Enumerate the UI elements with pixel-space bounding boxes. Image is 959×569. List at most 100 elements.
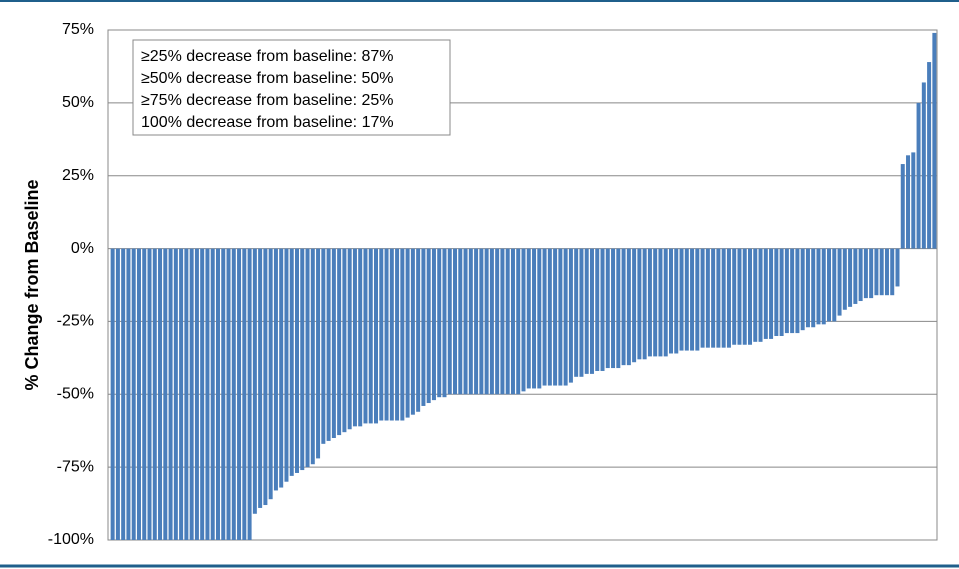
bar xyxy=(189,248,194,541)
bar xyxy=(163,248,168,541)
bar xyxy=(853,248,858,304)
bar xyxy=(431,248,436,401)
bar xyxy=(437,248,442,398)
bar xyxy=(784,248,789,334)
bar xyxy=(168,248,173,541)
bar xyxy=(495,248,500,395)
bar xyxy=(294,248,299,473)
bar xyxy=(848,248,853,307)
bar xyxy=(421,248,426,406)
bar xyxy=(142,248,147,541)
bar xyxy=(300,248,305,471)
bar xyxy=(200,248,205,541)
bar xyxy=(463,248,468,395)
bar xyxy=(927,62,932,249)
bar xyxy=(121,248,126,541)
bar xyxy=(247,248,252,541)
bar xyxy=(221,248,226,541)
bar xyxy=(242,248,247,541)
bar xyxy=(237,248,242,541)
bar xyxy=(900,164,905,249)
bar xyxy=(263,248,268,506)
bar xyxy=(574,248,579,377)
bar xyxy=(589,248,594,374)
bar xyxy=(874,248,879,296)
bar xyxy=(558,248,563,386)
bar xyxy=(805,248,810,328)
bar xyxy=(426,248,431,404)
bar xyxy=(616,248,621,369)
bar xyxy=(526,248,531,389)
bar xyxy=(753,248,758,342)
legend-box xyxy=(132,39,451,136)
bar xyxy=(158,248,163,541)
y-axis-label: % Change from Baseline xyxy=(22,179,42,390)
bar xyxy=(500,248,505,395)
bar xyxy=(310,248,315,465)
bar xyxy=(779,248,784,336)
bar xyxy=(742,248,747,345)
bar xyxy=(479,248,484,395)
bar xyxy=(416,248,421,412)
bar xyxy=(205,248,210,541)
bar xyxy=(547,248,552,386)
y-tick-label: -25% xyxy=(57,313,94,330)
bar xyxy=(748,248,753,345)
bar xyxy=(906,155,911,249)
bar xyxy=(453,248,458,395)
bar xyxy=(626,248,631,366)
bar xyxy=(842,248,847,310)
bar xyxy=(916,102,921,249)
bar xyxy=(774,248,779,336)
bar xyxy=(611,248,616,369)
bar xyxy=(326,248,331,441)
bar xyxy=(679,248,684,351)
bar xyxy=(316,248,321,459)
bar xyxy=(284,248,289,482)
bar xyxy=(273,248,278,491)
bar xyxy=(932,32,937,249)
bar xyxy=(684,248,689,351)
bar xyxy=(911,152,916,249)
bar xyxy=(194,248,199,541)
bar xyxy=(674,248,679,354)
bar xyxy=(700,248,705,348)
bar xyxy=(363,248,368,424)
y-tick-label: -100% xyxy=(48,531,94,548)
bar xyxy=(595,248,600,371)
bar xyxy=(358,248,363,427)
bar xyxy=(542,248,547,386)
bar xyxy=(400,248,405,421)
bar xyxy=(658,248,663,357)
bar xyxy=(705,248,710,348)
bar xyxy=(816,248,821,325)
bar xyxy=(447,248,452,395)
bar xyxy=(374,248,379,424)
bar xyxy=(305,248,310,468)
bar xyxy=(384,248,389,421)
bar xyxy=(711,248,716,348)
bar xyxy=(331,248,336,438)
bar xyxy=(584,248,589,374)
y-tick-label: 50% xyxy=(62,94,94,111)
bar xyxy=(321,248,326,444)
bar xyxy=(879,248,884,296)
bar xyxy=(663,248,668,357)
bar xyxy=(252,248,257,514)
annotation: ≥75% decrease from baseline: 25% xyxy=(141,92,393,109)
bar xyxy=(695,248,700,351)
bar xyxy=(800,248,805,331)
bar xyxy=(890,248,895,296)
bar xyxy=(184,248,189,541)
bar xyxy=(532,248,537,389)
annotation: 100% decrease from baseline: 17% xyxy=(141,114,394,131)
bar xyxy=(379,248,384,421)
y-tick-label: -50% xyxy=(57,386,94,403)
bar xyxy=(179,248,184,541)
y-tick-label: 0% xyxy=(71,240,94,257)
bar xyxy=(837,248,842,316)
bar xyxy=(563,248,568,386)
bar xyxy=(516,248,521,395)
bar xyxy=(795,248,800,334)
bar xyxy=(126,248,131,541)
